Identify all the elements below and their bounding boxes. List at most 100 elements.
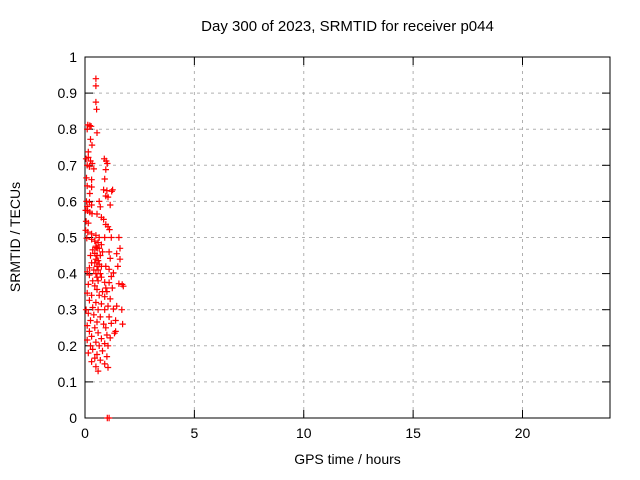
data-point (94, 329, 102, 336)
data-point (84, 336, 91, 344)
data-point (85, 219, 92, 227)
y-tick-label: 0.8 (58, 121, 78, 137)
y-tick-label: 0 (69, 410, 77, 426)
y-tick-label: 0.3 (58, 302, 78, 318)
y-tick-label: 0.4 (58, 266, 78, 282)
y-tick-label: 0.6 (58, 193, 78, 209)
data-point (110, 305, 117, 313)
y-tick-label: 0.2 (58, 338, 78, 354)
data-point (102, 284, 109, 292)
data-point (88, 333, 95, 340)
data-point (107, 255, 114, 262)
data-point (85, 148, 92, 156)
data-point (92, 232, 100, 239)
y-tick-label: 0.5 (58, 230, 78, 246)
data-point (96, 292, 103, 299)
data-point (93, 286, 101, 293)
data-point (97, 357, 104, 364)
data-point (103, 288, 111, 295)
data-point (92, 75, 100, 82)
data-point (87, 317, 94, 324)
data-point (97, 252, 104, 259)
data-point (107, 334, 114, 342)
data-point (83, 235, 90, 242)
data-point (89, 246, 96, 253)
data-point (88, 176, 95, 183)
data-point (102, 166, 109, 173)
data-point (88, 230, 95, 238)
data-point (86, 328, 93, 335)
data-point (110, 269, 117, 277)
data-point (84, 322, 91, 329)
data-point (94, 239, 102, 246)
data-point (115, 234, 123, 241)
data-point (87, 342, 94, 349)
data-point (94, 367, 102, 375)
data-point (83, 198, 90, 205)
data-point (94, 306, 102, 313)
data-point (88, 358, 95, 365)
data-point (86, 264, 93, 271)
data-point (84, 228, 91, 236)
data-point (107, 295, 114, 303)
data-point (92, 363, 100, 370)
x-tick-label: 5 (190, 425, 198, 441)
data-point (114, 263, 121, 270)
data-point (103, 187, 111, 194)
x-tick-label: 10 (296, 425, 312, 441)
data-point (88, 183, 95, 191)
data-point (116, 256, 124, 263)
data-point (97, 203, 104, 210)
data-point (91, 282, 98, 290)
data-point (92, 98, 100, 106)
data-point (103, 353, 111, 360)
data-point (86, 163, 93, 170)
data-point (94, 257, 102, 264)
data-point (89, 160, 96, 167)
data-point (112, 328, 119, 335)
data-point (91, 354, 98, 362)
data-point (99, 248, 106, 256)
data-point (83, 174, 90, 182)
data-point (88, 201, 95, 209)
x-tick-label: 15 (405, 425, 421, 441)
data-point (93, 351, 101, 358)
data-point (96, 234, 103, 241)
data-point (112, 317, 119, 324)
data-point (96, 342, 103, 349)
x-tick-label: 20 (515, 425, 531, 441)
data-point (113, 302, 120, 310)
data-point (109, 186, 116, 193)
data-point (89, 277, 96, 284)
tick-labels: 0 5 10 15 20 0 0.1 0.2 0.3 0.4 0.5 0.6 0.7 0.8 0.9 1 (58, 49, 531, 441)
data-point (98, 300, 105, 308)
data-point (84, 126, 91, 133)
data-point (94, 266, 102, 274)
data-point (87, 123, 95, 130)
data-point (100, 186, 107, 193)
y-tick-label: 0.7 (58, 157, 78, 173)
data-point (101, 306, 108, 313)
grid-lines (85, 57, 610, 418)
data-point (116, 245, 124, 252)
data-point (96, 198, 103, 205)
data-point (97, 313, 104, 321)
data-point (85, 154, 92, 161)
data-point (92, 339, 100, 346)
data-point (108, 188, 115, 195)
data-point (119, 320, 126, 328)
data-point (105, 248, 113, 256)
y-tick-label: 1 (69, 49, 77, 65)
data-point (86, 297, 93, 304)
data-point (115, 280, 123, 287)
data-point (102, 192, 109, 200)
data-point (84, 289, 91, 297)
data-point (86, 122, 93, 129)
data-point (120, 283, 127, 290)
data-point (93, 129, 101, 136)
data-point (105, 414, 113, 422)
data-point (109, 284, 116, 292)
data-point (98, 274, 105, 281)
data-point (89, 346, 96, 353)
